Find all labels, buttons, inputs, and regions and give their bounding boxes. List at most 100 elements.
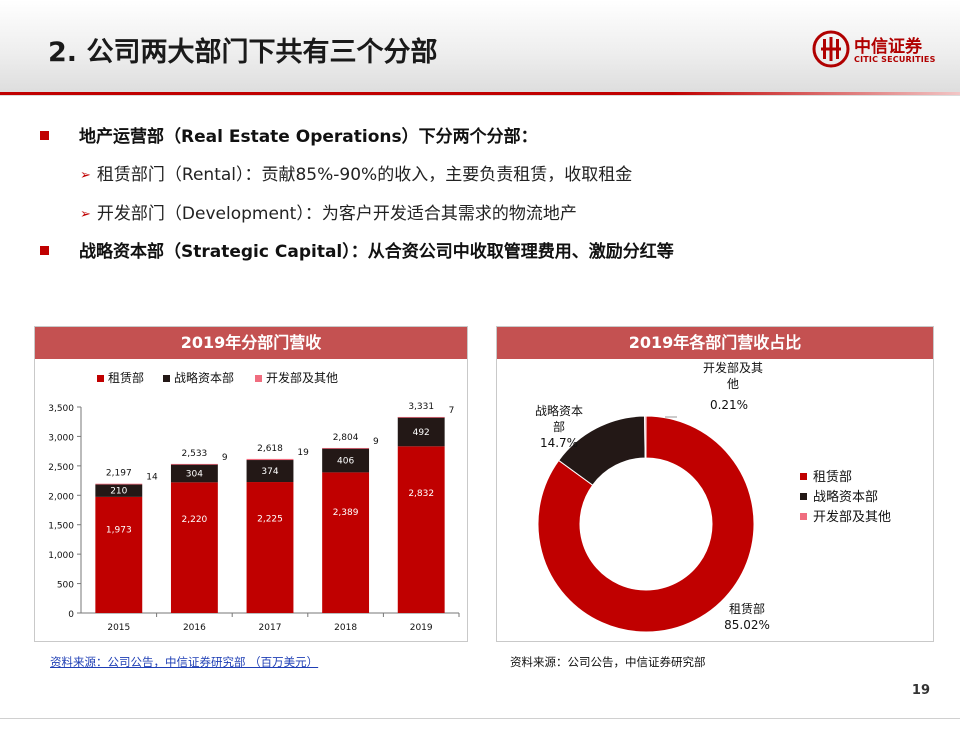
bullet-square-icon <box>40 245 49 255</box>
bar-segment <box>246 458 294 461</box>
bar-segment <box>95 483 143 485</box>
bar-segment <box>397 416 445 418</box>
sub-bullet-text: 开发部门（Development）：为客户开发适合其需求的物流地产 <box>96 204 577 224</box>
bullet-square-icon <box>40 130 49 140</box>
x-tick-label: 2015 <box>107 623 130 633</box>
legend-label: 租赁部 <box>813 470 852 485</box>
bullet-text: 地产运营部（Real Estate Operations）下分两个分部： <box>79 127 538 147</box>
title-underline <box>0 92 960 95</box>
bullet-strategic-capital: 战略资本部（Strategic Capital）：从合资公司中收取管理费用、激励… <box>40 237 674 262</box>
y-tick-label: 3,500 <box>48 404 74 414</box>
slice-percent: 14.7% <box>540 436 578 450</box>
y-tick-label: 2,000 <box>48 492 74 502</box>
y-tick-label: 3,000 <box>48 433 74 443</box>
arrow-right-icon: ➢ <box>80 168 91 183</box>
data-label: 210 <box>110 487 127 497</box>
x-tick-label: 2019 <box>410 623 433 633</box>
data-label: 9 <box>222 453 228 463</box>
logo-text-cn: 中信证券 <box>854 37 922 57</box>
donut-slice <box>537 415 755 633</box>
total-label: 2,618 <box>257 444 283 454</box>
bar-chart-panel: 2019年分部门营收 租赁部 战略资本部 开发部及其他 0 500 1,000 1,500 2… <box>34 326 468 642</box>
data-label: 492 <box>413 428 430 438</box>
legend-label: 战略资本部 <box>813 489 878 505</box>
slice-label: 部 <box>553 419 565 434</box>
data-label: 304 <box>186 469 203 479</box>
legend-swatch <box>800 513 807 520</box>
y-tick-label: 500 <box>57 581 74 591</box>
y-tick-label: 0 <box>68 610 74 620</box>
bar-segment <box>95 496 143 613</box>
bar-segment <box>322 448 370 473</box>
bar-segment <box>95 484 143 497</box>
legend-swatch <box>97 375 104 382</box>
donut-chart-panel: 2019年各部门营收占比 租赁部 85.02% 战略资本部 14.7% 开发部及其他 0.… <box>496 326 934 642</box>
data-label: 14 <box>146 473 158 483</box>
bullet-text: 战略资本部（Strategic Capital）：从合资公司中收取管理费用、激励… <box>79 242 674 262</box>
legend-label: 开发部及其他 <box>813 509 891 525</box>
data-label: 7 <box>449 406 455 416</box>
slice-label: 租赁部 <box>729 601 765 616</box>
data-label: 2,389 <box>333 508 359 518</box>
total-label: 2,197 <box>106 469 132 479</box>
x-tick-label: 2018 <box>334 623 357 633</box>
legend-label: 开发部及其他 <box>266 370 338 385</box>
bar-segment <box>246 460 294 483</box>
bar-segment <box>397 446 445 613</box>
donut-chart: 租赁部85.02%战略资本部14.7%开发部及其他0.21%租赁部战略资本部开发… <box>535 361 891 633</box>
data-label: 1,973 <box>106 525 132 535</box>
sub-bullet-text: 租赁部门（Rental）：贡献85%-90%的收入，主要负责租赁，收取租金 <box>96 165 633 185</box>
bar-segment <box>397 417 445 447</box>
donut-slice <box>644 415 647 459</box>
slice-percent: 85.02% <box>724 618 770 632</box>
legend-swatch <box>800 473 807 480</box>
legend-swatch <box>800 493 807 500</box>
source-note-left: 资料来源：公司公告，中信证券研究部 （百万美元） <box>50 654 318 670</box>
legend-label: 战略资本部 <box>174 370 234 385</box>
bar-segment <box>322 472 370 613</box>
data-label: 2,220 <box>182 515 208 525</box>
total-label: 2,533 <box>182 449 208 459</box>
logo-text-en: CITIC SECURITIES <box>854 55 936 64</box>
title-bar: 2. 公司两大部门下共有三个分部 中信证券 CITIC SECURITIES <box>0 0 960 96</box>
sub-bullet-rental: ➢ 租赁部门（Rental）：贡献85%-90%的收入，主要负责租赁，收取租金 <box>80 160 632 185</box>
bullet-real-estate: 地产运营部（Real Estate Operations）下分两个分部： <box>40 122 538 147</box>
arrow-right-icon: ➢ <box>80 207 91 222</box>
total-label: 3,331 <box>408 402 434 412</box>
bar-segment <box>170 463 218 465</box>
footer-divider <box>0 718 960 719</box>
bar-chart-title: 2019年分部门营收 <box>35 327 467 359</box>
data-label: 374 <box>261 467 278 477</box>
slice-label: 开发部及其 <box>703 361 763 375</box>
data-label: 19 <box>297 448 309 458</box>
slice-label: 他 <box>727 377 739 391</box>
slice-percent: 0.21% <box>710 398 748 412</box>
y-tick-label: 2,500 <box>48 463 74 473</box>
data-label: 2,225 <box>257 515 283 525</box>
data-label: 9 <box>373 437 379 447</box>
citic-logo-icon <box>812 30 850 68</box>
y-tick-label: 1,000 <box>48 551 74 561</box>
total-label: 2,804 <box>333 433 359 443</box>
sub-bullet-development: ➢ 开发部门（Development）：为客户开发适合其需求的物流地产 <box>80 199 577 224</box>
bar-segment <box>246 482 294 613</box>
page-number: 19 <box>911 683 930 698</box>
legend-swatch <box>255 375 262 382</box>
donut-chart-title: 2019年各部门营收占比 <box>497 327 933 359</box>
bar-segment <box>170 464 218 483</box>
x-tick-label: 2016 <box>183 623 206 633</box>
bar-chart: 租赁部 战略资本部 开发部及其他 0 500 1,000 1,500 2,000 2,500 3,… <box>48 370 460 633</box>
page-title: 2. 公司两大部门下共有三个分部 <box>48 37 438 68</box>
data-label: 406 <box>337 456 354 466</box>
x-tick-label: 2017 <box>259 623 282 633</box>
legend-swatch <box>163 375 170 382</box>
data-label: 2,832 <box>408 489 434 499</box>
source-link[interactable]: 资料来源：公司公告，中信证券研究部 （百万美元） <box>50 655 319 669</box>
bar-segment <box>170 482 218 613</box>
slice-label: 战略资本 <box>535 403 583 418</box>
legend-label: 租赁部 <box>108 370 144 385</box>
y-tick-label: 1,500 <box>48 522 74 532</box>
citic-logo: 中信证券 CITIC SECURITIES <box>812 30 944 70</box>
bar-segment <box>322 447 370 449</box>
source-note-right: 资料来源：公司公告，中信证券研究部 <box>510 655 706 669</box>
